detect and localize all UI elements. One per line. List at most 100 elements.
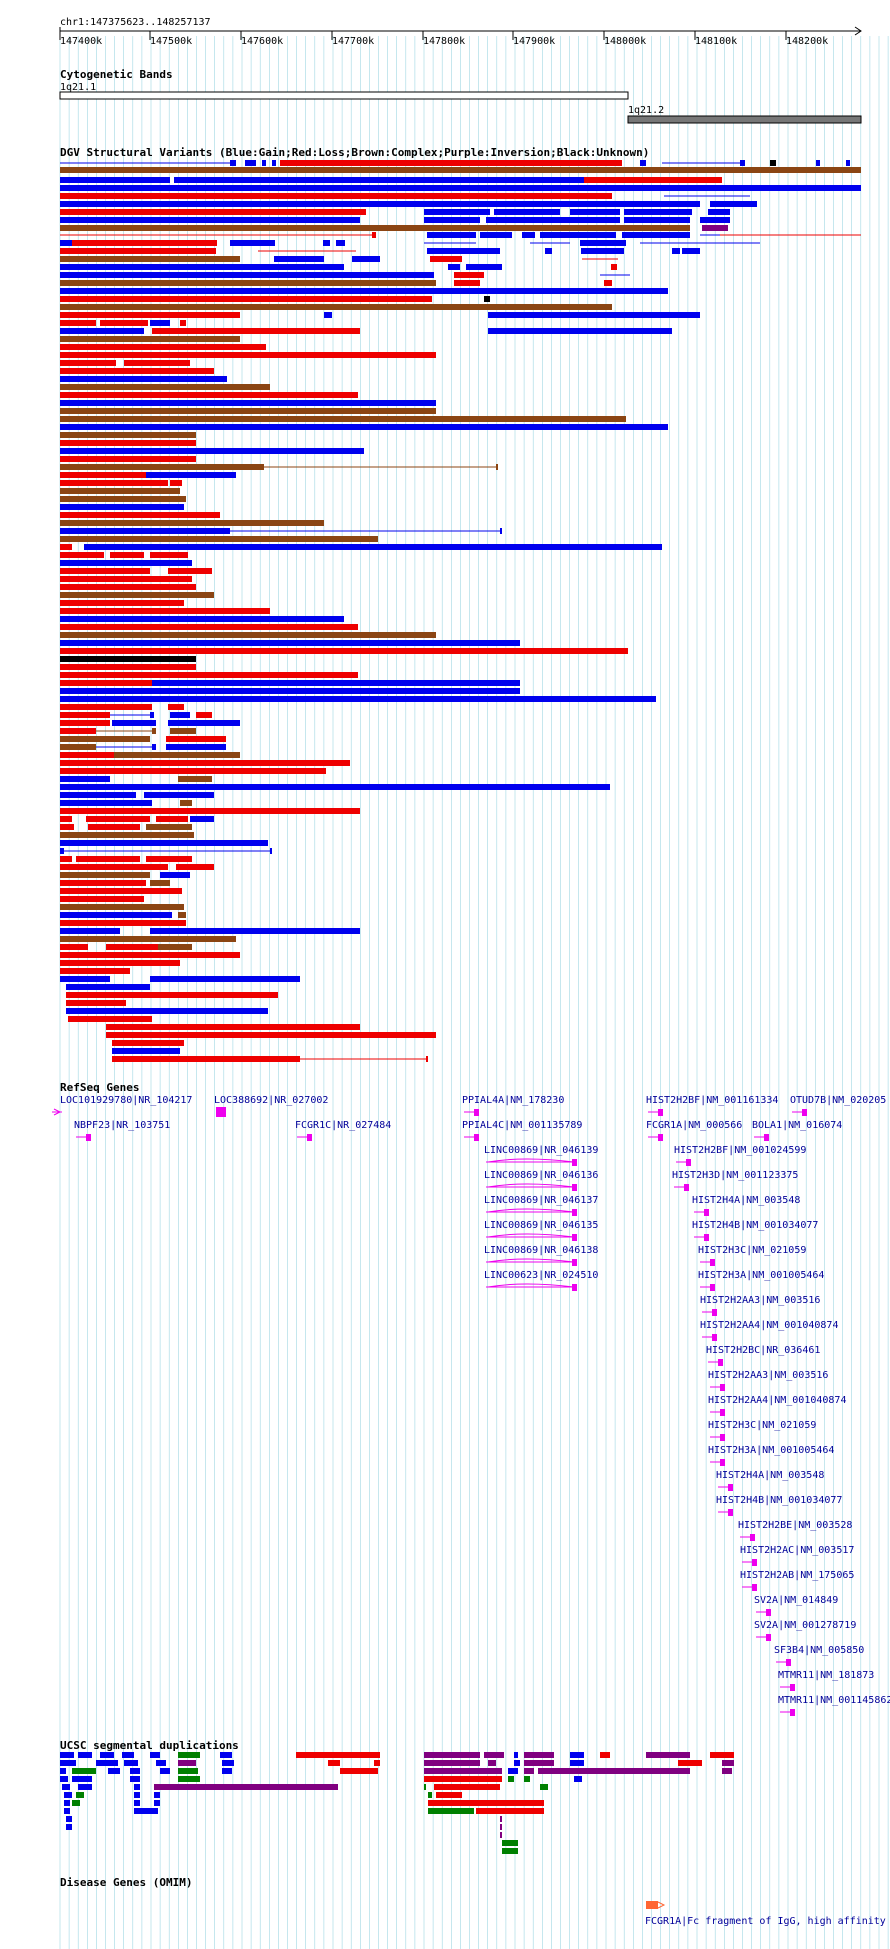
dgv-variant[interactable] [178,912,186,918]
gene-exon[interactable] [712,1309,717,1316]
dgv-variant[interactable] [424,209,490,215]
dgv-variant[interactable] [488,312,700,318]
refseq-gene-label[interactable]: HIST2H2AA3|NM_003516 [700,1295,820,1306]
dgv-variant[interactable] [150,976,300,982]
segdup-block[interactable] [154,1800,160,1806]
dgv-variant[interactable] [150,928,360,934]
segdup-block[interactable] [122,1752,134,1758]
dgv-variant[interactable] [180,320,186,326]
segdup-block[interactable] [508,1776,514,1782]
segdup-block[interactable] [150,1752,160,1758]
segdup-block[interactable] [424,1760,480,1766]
dgv-variant[interactable] [60,520,324,526]
dgv-variant[interactable] [60,728,96,734]
gene-exon[interactable] [720,1434,725,1441]
dgv-variant[interactable] [60,792,96,798]
dgv-variant[interactable] [66,1008,268,1014]
refseq-gene-label[interactable]: FCGR1C|NR_027484 [295,1120,391,1131]
segdup-block[interactable] [60,1760,76,1766]
dgv-variant[interactable] [114,752,240,758]
segdup-block[interactable] [60,1768,66,1774]
dgv-variant[interactable] [84,544,662,550]
dgv-variant[interactable] [146,856,192,862]
dgv-variant[interactable] [702,225,728,231]
dgv-variant[interactable] [112,1056,300,1062]
dgv-variant[interactable] [100,320,148,326]
dgv-variant[interactable] [545,248,552,254]
dgv-variant[interactable] [60,856,72,862]
refseq-gene-label[interactable]: HIST2H2BC|NR_036461 [706,1345,820,1356]
dgv-variant[interactable] [60,840,268,846]
segdup-block[interactable] [178,1768,198,1774]
dgv-variant[interactable] [60,512,220,518]
dgv-variant[interactable] [196,712,212,718]
gene-exon[interactable] [728,1509,733,1516]
dgv-variant[interactable] [60,648,628,654]
dgv-variant[interactable] [60,864,168,870]
segdup-block[interactable] [434,1784,500,1790]
dgv-variant[interactable] [816,160,820,166]
refseq-gene-label[interactable]: HIST2H3C|NM_021059 [708,1420,816,1431]
refseq-gene-label[interactable]: HIST2H2AC|NM_003517 [740,1545,854,1556]
dgv-variant[interactable] [352,256,380,262]
dgv-variant[interactable] [60,696,656,702]
gene-exon[interactable] [710,1259,715,1266]
dgv-variant[interactable] [110,552,144,558]
dgv-variant[interactable] [60,936,236,942]
segdup-block[interactable] [340,1768,378,1774]
dgv-variant[interactable] [60,368,214,374]
dgv-variant[interactable] [60,456,196,462]
segdup-block[interactable] [538,1768,690,1774]
dgv-variant[interactable] [60,177,170,183]
dgv-variant[interactable] [60,960,180,966]
dgv-variant[interactable] [466,264,502,270]
segdup-block[interactable] [710,1752,734,1758]
dgv-variant[interactable] [60,209,185,215]
dgv-variant[interactable] [60,744,96,750]
dgv-variant[interactable] [112,720,152,726]
dgv-variant[interactable] [180,800,192,806]
dgv-variant[interactable] [682,248,700,254]
dgv-variant[interactable] [60,680,152,686]
dgv-variant[interactable] [60,504,184,510]
refseq-gene-label[interactable]: HIST2H3A|NM_001005464 [698,1270,824,1281]
gene-exon[interactable] [750,1534,755,1541]
segdup-block[interactable] [160,1768,170,1774]
dgv-variant[interactable] [60,616,344,622]
dgv-variant[interactable] [60,720,110,726]
dgv-variant[interactable] [60,400,436,406]
gene-exon[interactable] [658,1109,663,1116]
dgv-variant[interactable] [708,209,730,215]
dgv-variant[interactable] [60,240,72,246]
omim-feature-fcgr1a[interactable] [646,1901,658,1909]
refseq-gene-label[interactable]: HIST2H4B|NM_001034077 [692,1220,818,1231]
dgv-variant[interactable] [60,392,358,398]
dgv-variant[interactable] [60,384,270,390]
gene-exon[interactable] [658,1134,663,1141]
refseq-gene-label[interactable]: OTUD7B|NM_020205 [790,1095,886,1106]
dgv-variant[interactable] [174,177,584,183]
gene-exon[interactable] [720,1459,725,1466]
gene-exon[interactable] [307,1134,312,1141]
segdup-block[interactable] [600,1752,610,1758]
omim-label[interactable]: FCGR1A|Fc fragment of IgG, high affinity [645,1916,886,1927]
cytoband-1q21-2[interactable] [627,115,862,124]
segdup-block[interactable] [134,1800,140,1806]
dgv-variant[interactable] [158,944,192,950]
segdup-block[interactable] [424,1784,426,1790]
gene-exon[interactable] [572,1259,577,1266]
gene-exon[interactable] [752,1559,757,1566]
dgv-variant[interactable] [580,240,626,246]
dgv-variant[interactable] [60,480,168,486]
dgv-variant[interactable] [624,217,690,223]
dgv-variant[interactable] [176,864,214,870]
dgv-variant[interactable] [60,464,264,470]
segdup-block[interactable] [134,1808,158,1814]
segdup-block[interactable] [60,1776,68,1782]
segdup-block[interactable] [540,1784,548,1790]
dgv-variant[interactable] [60,328,144,334]
dgv-variant[interactable] [112,1040,184,1046]
segdup-block[interactable] [64,1808,70,1814]
dgv-variant[interactable] [60,424,668,430]
dgv-variant[interactable] [488,328,672,334]
